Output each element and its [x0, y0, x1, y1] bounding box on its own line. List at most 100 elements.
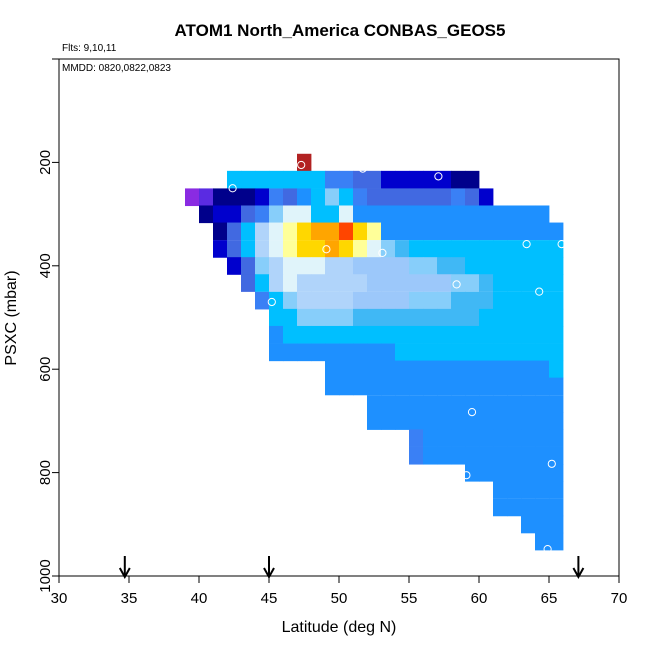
- heatmap-cell: [283, 343, 298, 362]
- heatmap-cell: [437, 291, 452, 310]
- heatmap-cell: [325, 325, 340, 344]
- heatmap-cell: [465, 188, 480, 207]
- heatmap-cell: [339, 325, 354, 344]
- heatmap-cell: [409, 446, 424, 465]
- heatmap-cell: [535, 205, 550, 224]
- heatmap-cell: [493, 446, 508, 465]
- heatmap-cell: [409, 412, 424, 430]
- y-tick-label: 200: [37, 150, 54, 175]
- heatmap-cell: [465, 377, 480, 396]
- heatmap-cell: [423, 222, 438, 241]
- heatmap-cell: [493, 412, 508, 430]
- heatmap-cell: [409, 325, 424, 344]
- heatmap-cell: [451, 395, 466, 413]
- heatmap-cell: [353, 325, 368, 344]
- heatmap-cell: [353, 308, 368, 327]
- heatmap-cell: [395, 291, 410, 310]
- heatmap-cell: [395, 325, 410, 344]
- heatmap-cell: [297, 170, 312, 189]
- heatmap-cell: [451, 360, 466, 379]
- heatmap-cell: [507, 308, 522, 327]
- heatmap-cell: [423, 395, 438, 413]
- heatmap-cell: [297, 257, 312, 275]
- heatmap-cell: [535, 257, 550, 275]
- heatmap-cell: [409, 222, 424, 241]
- heatmap-cell: [227, 257, 242, 275]
- chart-title: ATOM1 North_America CONBAS_GEOS5: [175, 21, 506, 40]
- heatmap-cell: [339, 240, 354, 258]
- heatmap-cell: [521, 325, 536, 344]
- heatmap-cell: [311, 343, 326, 362]
- heatmap-cell: [311, 222, 326, 241]
- heatmap-cell: [521, 377, 536, 396]
- heatmap-cell: [465, 222, 480, 241]
- heatmap-cell: [535, 463, 550, 482]
- heatmap-cell: [493, 498, 508, 517]
- heatmap-cell: [465, 343, 480, 362]
- heatmap-cell: [227, 170, 242, 189]
- y-tick-label: 1000: [37, 559, 54, 592]
- heatmap-cell: [507, 257, 522, 275]
- y-tick-label: 400: [37, 253, 54, 278]
- heatmap-cell: [353, 222, 368, 241]
- data-circle: [182, 211, 191, 220]
- heatmap-cell: [353, 205, 368, 224]
- heatmap-cell: [493, 429, 508, 447]
- heatmap-cell: [521, 274, 536, 292]
- heatmap-cell: [493, 308, 508, 327]
- heatmap-cell: [227, 188, 242, 207]
- heatmap-cell: [507, 498, 522, 517]
- heatmap-cell: [325, 308, 340, 327]
- heatmap-cell: [451, 446, 466, 465]
- data-circle: [378, 248, 387, 257]
- x-tick-label: 70: [611, 590, 628, 607]
- heatmap-cell: [507, 360, 522, 379]
- heatmap-cell: [339, 291, 354, 310]
- y-axis: 200 400 600 800 1000: [37, 58, 59, 593]
- heatmap-cell: [367, 395, 382, 413]
- heatmap-cell: [367, 325, 382, 344]
- data-circle: [543, 545, 552, 554]
- heatmap-cell: [339, 188, 354, 207]
- heatmap-cell: [367, 377, 382, 396]
- heatmap-cell: [535, 515, 550, 534]
- x-tick-label: 60: [471, 590, 488, 607]
- heatmap-cell: [325, 205, 340, 224]
- heatmap-cell: [409, 205, 424, 224]
- heatmap-cell: [325, 257, 340, 275]
- heatmap-cell: [507, 343, 522, 362]
- heatmap-cell: [521, 395, 536, 413]
- heatmap-cell: [353, 188, 368, 207]
- heatmap-cell: [521, 412, 536, 430]
- heatmap-cell: [297, 274, 312, 292]
- data-circle: [277, 379, 286, 388]
- heatmap-cell: [381, 343, 396, 362]
- heatmap-cell: [283, 170, 298, 189]
- heatmap-cell: [535, 429, 550, 447]
- heatmap-cell: [381, 308, 396, 327]
- data-circle: [434, 172, 443, 181]
- heatmap-cell: [283, 257, 298, 275]
- heatmap-cell: [535, 240, 550, 258]
- heatmap-cell: [549, 240, 564, 258]
- y-tick-label: 600: [37, 357, 54, 382]
- dates-note: MMDD: 0820,0822,0823: [62, 63, 171, 74]
- heatmap-cell: [507, 240, 522, 258]
- x-tick-label: 30: [51, 590, 68, 607]
- heatmap-cell: [325, 240, 340, 258]
- heatmap-cell: [339, 360, 354, 379]
- heatmap-cell: [493, 481, 508, 499]
- down-arrow-icon: [118, 556, 131, 580]
- heatmap-cell: [535, 395, 550, 413]
- heatmap-cell: [409, 308, 424, 327]
- heatmap-cell: [409, 170, 424, 189]
- heatmap-cell: [437, 222, 452, 241]
- heatmap-cell: [255, 188, 270, 207]
- heatmap-cell: [521, 291, 536, 310]
- heatmap-cell: [479, 240, 494, 258]
- heatmap-cell: [479, 463, 494, 482]
- heatmap-cell: [325, 222, 340, 241]
- heatmap-cell: [437, 170, 452, 189]
- heatmap-cell: [297, 308, 312, 327]
- heatmap-cell: [255, 274, 270, 292]
